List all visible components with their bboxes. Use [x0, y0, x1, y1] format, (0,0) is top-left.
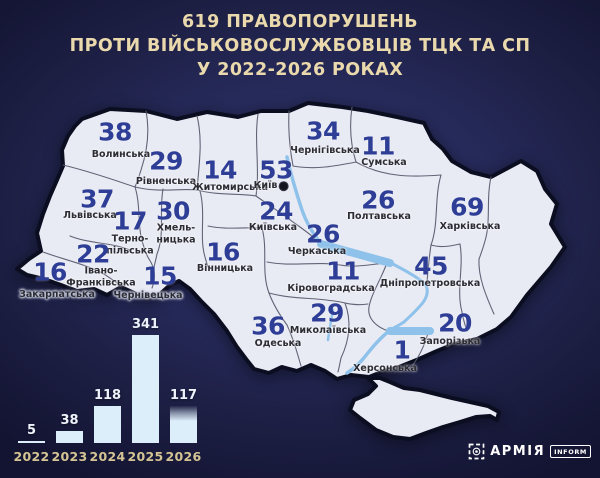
region-value: 38	[98, 117, 132, 147]
region-value: 16	[33, 257, 67, 287]
region-value: 16	[206, 237, 240, 267]
region-name: Херсонська	[353, 363, 417, 375]
bar-value-label: 38	[60, 413, 79, 428]
bar-column: 118 2024	[90, 388, 126, 464]
region-value: 11	[361, 131, 395, 161]
region-value: 26	[306, 219, 340, 249]
bar-column: 117 2026	[166, 388, 202, 464]
region-value: 11	[326, 256, 360, 286]
region-name: Київська	[248, 222, 298, 234]
page-title: 619 ПРАВОПОРУШЕНЬ ПРОТИ ВІЙСЬКОВОСЛУЖБОВ…	[0, 10, 600, 82]
region-name: Запорізька	[419, 336, 481, 348]
region-name: Рівненська	[135, 176, 197, 188]
dnipro-river	[285, 155, 434, 375]
region-name: Житомирська	[191, 182, 269, 194]
region-name: Миколаївська	[289, 325, 367, 337]
title-line-3: У 2022-2026 РОКАХ	[196, 60, 404, 80]
region-name: Кіровоградська	[287, 283, 375, 295]
bar-year-label: 2026	[165, 449, 202, 464]
region-value: 14	[203, 155, 237, 185]
region-name: Хмель-ницька	[156, 222, 196, 245]
region-value: 69	[450, 192, 484, 222]
region-name: Одеська	[254, 338, 302, 350]
region-name: Івано- Франківська	[66, 265, 136, 288]
region-name: Закарпатська	[19, 289, 95, 301]
bar	[132, 335, 159, 443]
logo-brand-text: АРМІЯ	[490, 444, 546, 459]
region-name: Волинська	[91, 149, 151, 161]
bar-value-label: 341	[131, 317, 160, 332]
armiya-inform-logo-icon	[468, 443, 485, 460]
title-line-2: ПРОТИ ВІЙСЬКОВОСЛУЖБОВЦІВ ТЦК ТА СП	[69, 36, 531, 56]
region-value: 15	[143, 261, 177, 291]
region-value: 34	[306, 116, 340, 146]
oblast-borders	[42, 106, 495, 373]
region-value: 29	[310, 298, 344, 328]
title-line-1: 619 ПРАВОПОРУШЕНЬ	[181, 12, 419, 32]
region-name: Львівська	[63, 210, 117, 222]
bar-value-label: 117	[169, 388, 198, 403]
region-value: 17	[113, 206, 147, 236]
region-value: 53	[259, 155, 293, 185]
region-name: Вінницька	[196, 263, 254, 275]
region-value: 24	[259, 196, 293, 226]
crimea-shape	[348, 376, 501, 441]
bar-year-label: 2023	[51, 449, 88, 464]
region-value: 20	[438, 308, 472, 338]
region-name: Харківська	[439, 221, 501, 233]
logo-badge-text: INFORM	[550, 445, 591, 458]
region-name: Чернівецька	[113, 290, 183, 302]
region-value: 26	[361, 185, 395, 215]
bar-value-label: 5	[26, 423, 37, 438]
region-value: 29	[149, 146, 183, 176]
region-name: Терно-пільська	[106, 233, 154, 256]
region-value: 45	[414, 251, 448, 281]
bar-column: 341 2025	[128, 317, 164, 464]
bar-year-label: 2024	[89, 449, 126, 464]
bar-column: 5 2022	[14, 423, 50, 464]
bar	[18, 441, 45, 443]
ukraine-mainland-shape	[15, 101, 567, 381]
region-name: Дніпропетровська	[379, 278, 481, 290]
region-name: Сумська	[361, 157, 407, 169]
capital-marker-icon	[278, 180, 289, 191]
region-value: 37	[80, 184, 114, 214]
region-name: Чернігівська	[290, 145, 360, 157]
bar-column: 38 2023	[52, 413, 88, 464]
region-value: 30	[156, 196, 190, 226]
bar-year-label: 2022	[13, 449, 50, 464]
armiya-inform-logo: АРМІЯ INFORM	[468, 443, 591, 460]
bar-chart: 5 2022 38 2023 118 2024 341 2025 117 2026	[14, 317, 202, 464]
region-value: 1	[393, 335, 411, 365]
region-value: 22	[76, 239, 110, 269]
bar-year-label: 2025	[127, 449, 164, 464]
bar	[56, 431, 83, 443]
bar	[94, 406, 121, 443]
region-name: Київ	[254, 180, 289, 192]
bar	[170, 406, 197, 443]
region-name: Полтавська	[347, 211, 411, 223]
region-value: 36	[251, 311, 285, 341]
bar-value-label: 118	[93, 388, 122, 403]
region-name: Черкаська	[287, 246, 347, 258]
